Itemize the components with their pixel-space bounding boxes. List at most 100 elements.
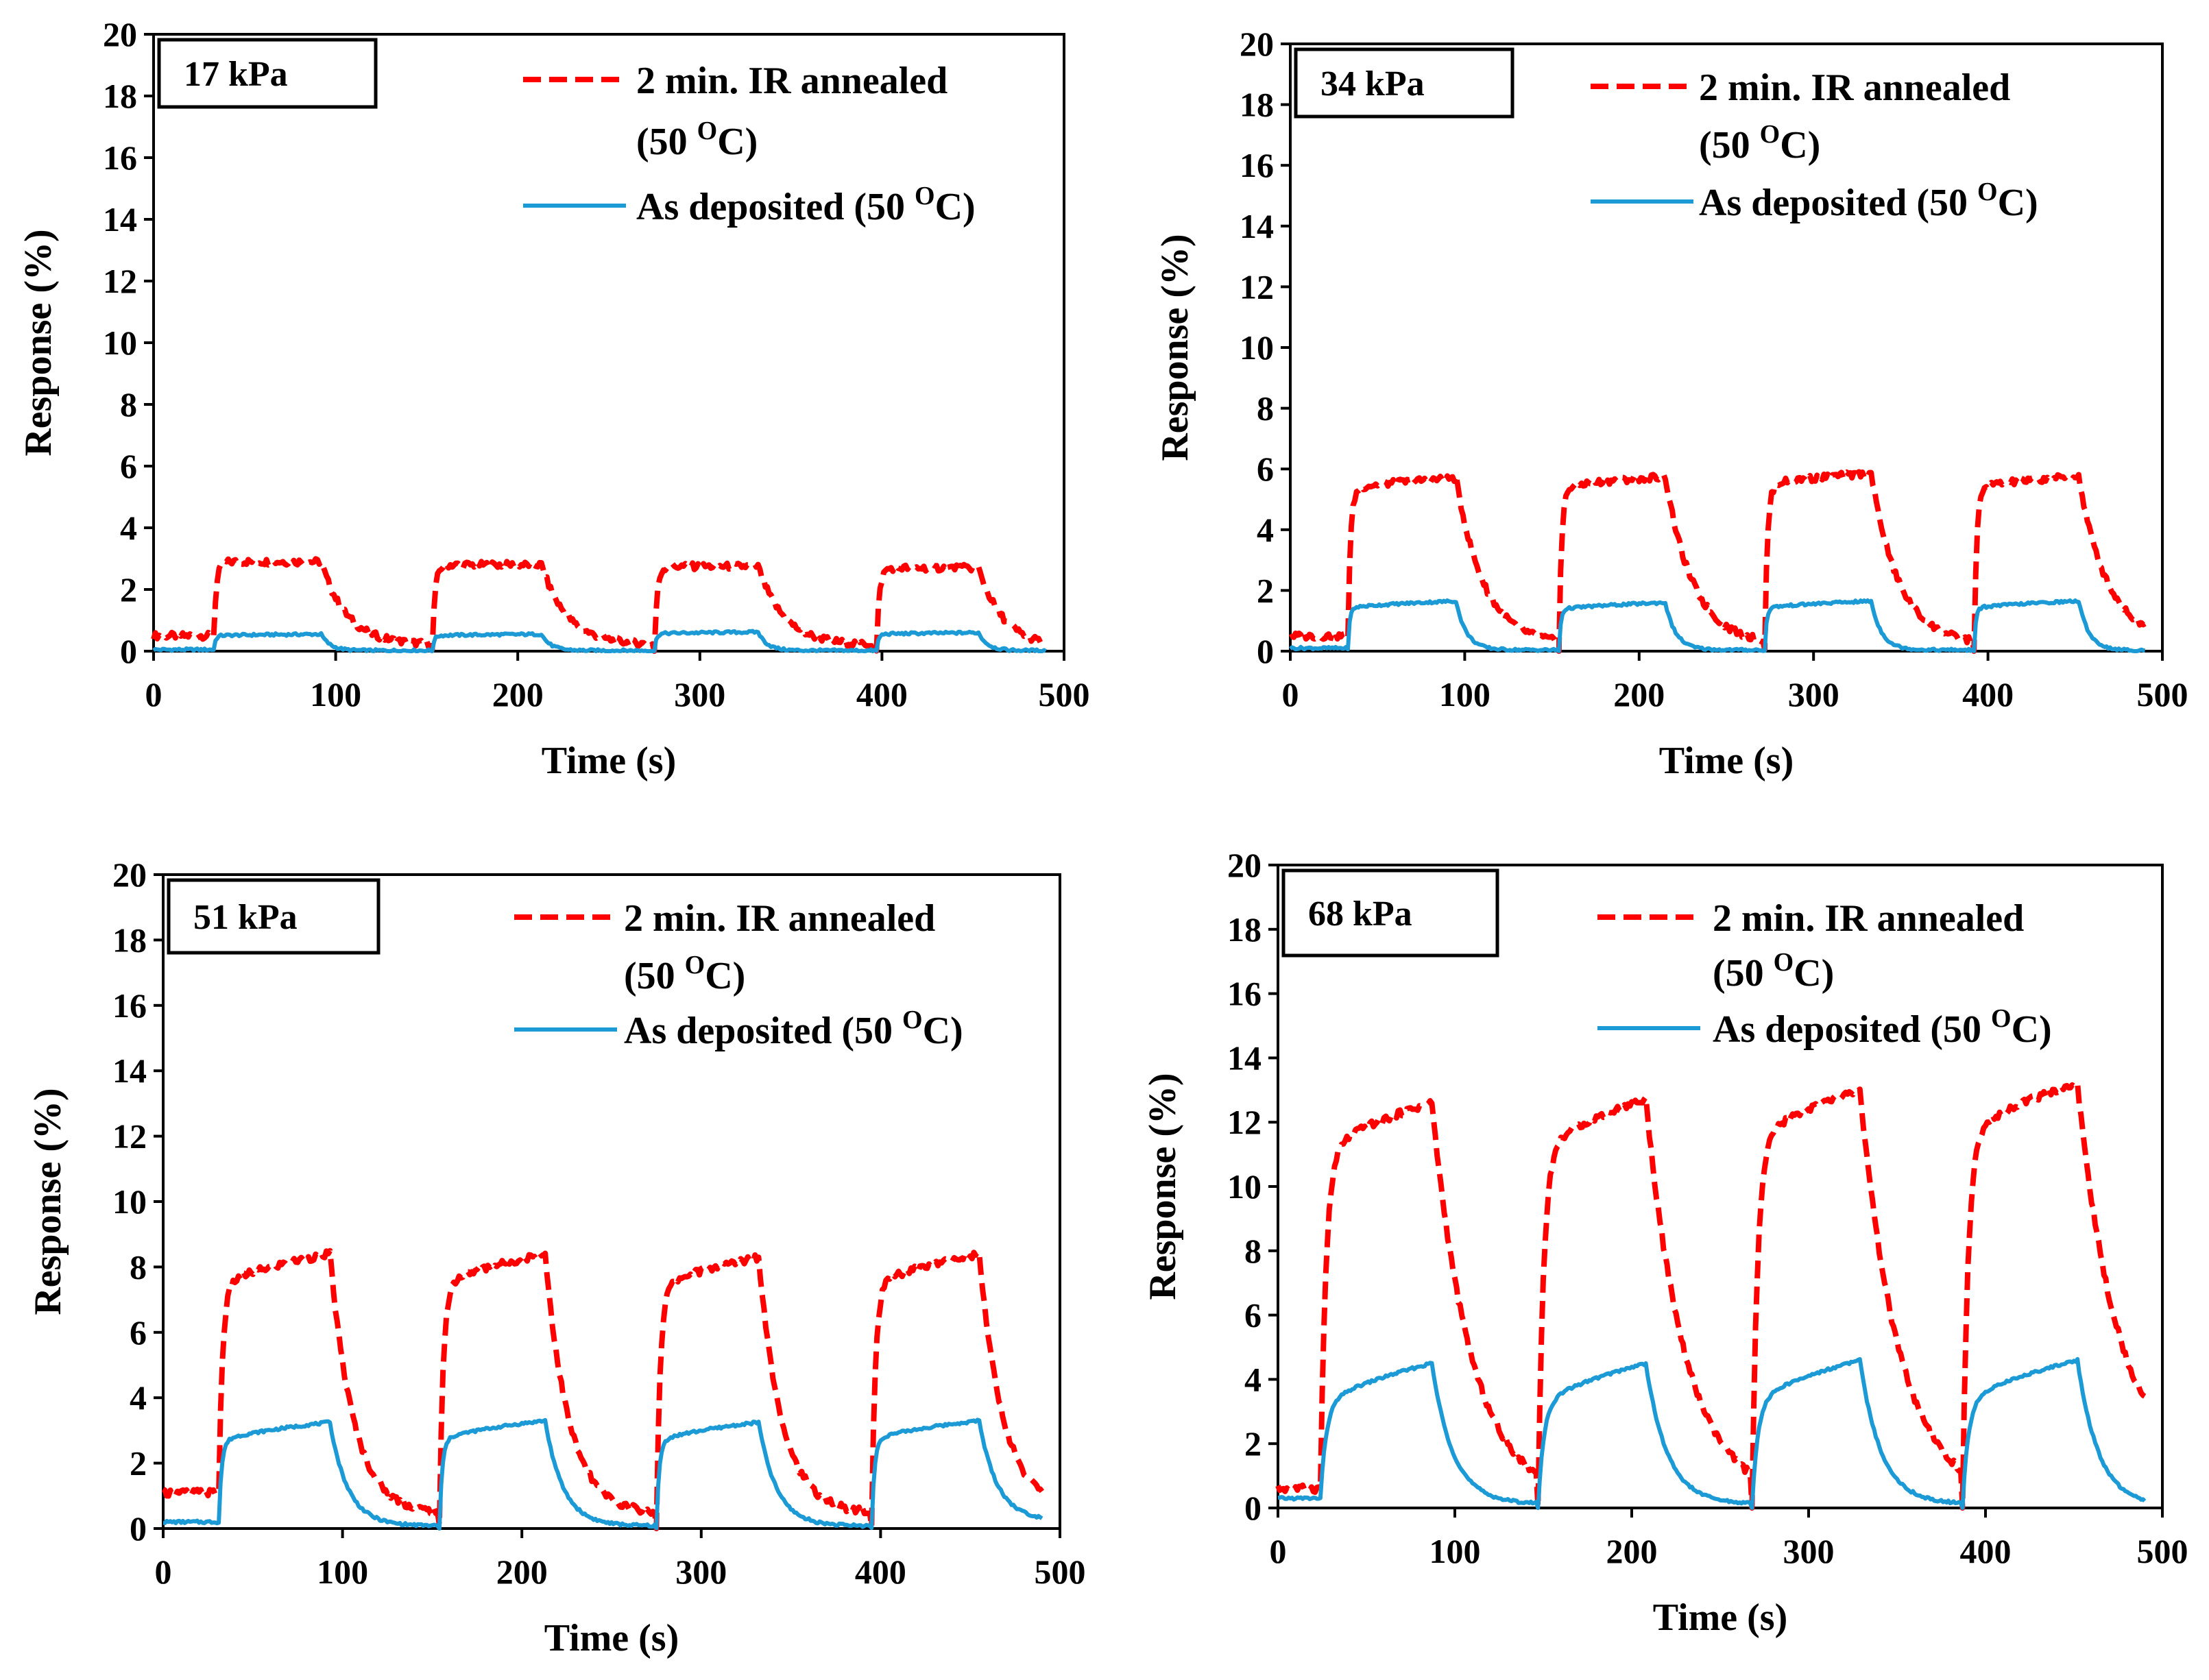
legend-annealed-unit: (50 OC) bbox=[1699, 120, 1820, 167]
y-tick-label: 20 bbox=[103, 15, 137, 53]
y-tick-label: 10 bbox=[103, 324, 137, 362]
y-tick-label: 18 bbox=[103, 77, 137, 115]
y-tick-label: 18 bbox=[112, 921, 147, 959]
x-tick-label: 400 bbox=[1962, 675, 2014, 714]
y-axis-label: Response (%) bbox=[27, 1088, 69, 1315]
series-annealed-line bbox=[161, 1247, 1045, 1531]
x-tick-label: 100 bbox=[317, 1553, 368, 1591]
x-tick-label: 200 bbox=[1613, 675, 1665, 714]
y-tick-label: 2 bbox=[1244, 1424, 1262, 1463]
panel-label: 51 kPa bbox=[193, 898, 298, 937]
series-deposited-line bbox=[1277, 1356, 2147, 1510]
series-annealed-line bbox=[151, 556, 1048, 654]
y-tick-label: 6 bbox=[1257, 450, 1274, 488]
x-axis-label: Time (s) bbox=[1659, 740, 1794, 782]
y-tick-label: 2 bbox=[130, 1444, 147, 1483]
legend-annealed-unit: (50 OC) bbox=[624, 951, 745, 997]
y-tick-label: 12 bbox=[1240, 267, 1274, 306]
y-tick-label: 0 bbox=[120, 632, 137, 670]
x-axis-label: Time (s) bbox=[542, 740, 677, 782]
y-tick-label: 10 bbox=[112, 1182, 147, 1221]
y-tick-label: 14 bbox=[1227, 1038, 1262, 1077]
panel-label-box bbox=[1281, 868, 1499, 958]
x-tick-label: 100 bbox=[1429, 1532, 1481, 1570]
y-tick-label: 16 bbox=[112, 986, 147, 1025]
y-tick-label: 16 bbox=[103, 138, 137, 177]
legend-annealed-label: 2 min. IR annealed bbox=[636, 60, 947, 102]
x-axis-label: Time (s) bbox=[1653, 1596, 1788, 1639]
y-tick-label: 0 bbox=[1257, 632, 1274, 670]
x-axis-label: Time (s) bbox=[544, 1617, 679, 1659]
x-tick-label: 500 bbox=[1039, 675, 1090, 714]
y-tick-label: 20 bbox=[1240, 25, 1274, 63]
y-tick-label: 8 bbox=[120, 385, 137, 424]
y-tick-label: 4 bbox=[1244, 1360, 1262, 1398]
legend-annealed-unit: (50 OC) bbox=[636, 117, 758, 163]
series-deposited-line bbox=[162, 1417, 1043, 1531]
x-tick-label: 200 bbox=[496, 1553, 548, 1591]
y-tick-label: 18 bbox=[1240, 86, 1274, 124]
x-tick-label: 100 bbox=[310, 675, 361, 714]
y-tick-label: 12 bbox=[1227, 1103, 1262, 1141]
panel-label: 17 kPa bbox=[184, 55, 288, 94]
x-tick-label: 300 bbox=[1788, 675, 1839, 714]
y-tick-label: 8 bbox=[1244, 1232, 1262, 1270]
y-axis-label: Response (%) bbox=[1142, 1073, 1184, 1300]
legend-annealed-unit: (50 OC) bbox=[1713, 948, 1834, 995]
legend-deposited-label: As deposited (50 OC) bbox=[624, 1006, 963, 1052]
y-tick-label: 4 bbox=[120, 509, 137, 547]
y-tick-label: 8 bbox=[130, 1247, 147, 1286]
x-tick-label: 200 bbox=[1606, 1532, 1658, 1570]
y-tick-label: 12 bbox=[103, 262, 137, 300]
panel-label-box bbox=[167, 878, 381, 955]
series-annealed-line bbox=[1288, 469, 2147, 654]
x-tick-label: 300 bbox=[675, 1553, 727, 1591]
panel-label-box bbox=[157, 38, 378, 109]
y-tick-label: 2 bbox=[120, 570, 137, 609]
y-tick-label: 0 bbox=[1244, 1489, 1262, 1527]
x-tick-label: 0 bbox=[155, 1553, 172, 1591]
plot-frame bbox=[162, 873, 1061, 1530]
legend-deposited-label: As deposited (50 OC) bbox=[636, 182, 976, 228]
panel-label: 68 kPa bbox=[1308, 894, 1412, 934]
x-tick-label: 0 bbox=[1270, 1532, 1287, 1570]
series-deposited-line bbox=[1289, 598, 2145, 653]
legend-annealed-label: 2 min. IR annealed bbox=[1713, 897, 2024, 940]
y-axis-label: Response (%) bbox=[1154, 234, 1196, 461]
y-tick-label: 8 bbox=[1257, 389, 1274, 428]
y-tick-label: 10 bbox=[1240, 328, 1274, 367]
plot-frame bbox=[152, 33, 1065, 653]
x-tick-label: 100 bbox=[1439, 675, 1490, 714]
panel-label: 34 kPa bbox=[1320, 64, 1425, 104]
x-tick-label: 0 bbox=[1282, 675, 1299, 714]
x-tick-label: 400 bbox=[856, 675, 908, 714]
y-tick-label: 2 bbox=[1257, 571, 1274, 609]
x-tick-label: 300 bbox=[674, 675, 725, 714]
y-axis-label: Response (%) bbox=[17, 229, 60, 456]
x-tick-label: 200 bbox=[492, 675, 544, 714]
x-tick-label: 500 bbox=[2137, 1532, 2188, 1570]
y-tick-label: 10 bbox=[1227, 1167, 1262, 1206]
y-tick-label: 14 bbox=[103, 200, 137, 239]
x-tick-label: 500 bbox=[2137, 675, 2188, 714]
y-tick-label: 6 bbox=[1244, 1296, 1262, 1335]
legend-deposited-label: As deposited (50 OC) bbox=[1699, 178, 2038, 224]
y-tick-label: 4 bbox=[130, 1378, 147, 1417]
y-tick-label: 16 bbox=[1240, 146, 1274, 184]
y-tick-label: 20 bbox=[1227, 846, 1262, 884]
y-tick-label: 0 bbox=[130, 1509, 147, 1548]
y-tick-label: 6 bbox=[120, 447, 137, 485]
y-tick-label: 14 bbox=[1240, 207, 1274, 245]
y-tick-label: 6 bbox=[130, 1313, 147, 1352]
x-tick-label: 400 bbox=[855, 1553, 906, 1591]
legend-deposited-label: As deposited (50 OC) bbox=[1713, 1004, 2052, 1051]
series-annealed-line bbox=[1275, 1080, 2147, 1511]
y-tick-label: 16 bbox=[1227, 975, 1262, 1013]
x-tick-label: 300 bbox=[1783, 1532, 1835, 1570]
panel-label-box bbox=[1294, 47, 1514, 119]
x-tick-label: 400 bbox=[1960, 1532, 2012, 1570]
